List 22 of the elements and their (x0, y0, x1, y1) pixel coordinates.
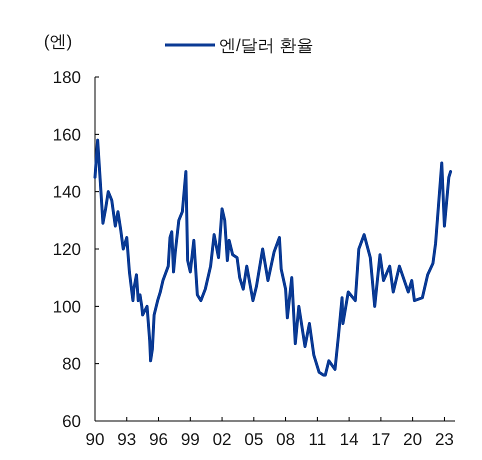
legend: 엔/달러 환율 (165, 36, 314, 55)
y-tick-label: 140 (52, 182, 81, 202)
legend-label: 엔/달러 환율 (219, 36, 314, 55)
y-tick-label: 80 (62, 354, 81, 374)
x-tick-label: 99 (180, 430, 200, 449)
x-tick-label: 08 (276, 430, 296, 449)
y-tick-label: 160 (52, 125, 81, 144)
y-tick-label: 60 (62, 412, 81, 431)
x-tick-label: 17 (371, 430, 390, 449)
x-tick-label: 90 (86, 430, 104, 449)
x-tick-label: 05 (244, 430, 264, 449)
x-tick-label: 20 (403, 430, 422, 449)
y-tick-label: 120 (52, 240, 81, 259)
x-tick-label: 02 (212, 430, 232, 449)
x-tick-label: 11 (308, 430, 326, 449)
x-tick-label: 23 (434, 430, 454, 449)
x-tick-label: 14 (340, 430, 359, 449)
x-tick-label: 93 (117, 430, 136, 449)
y-axis-title: (엔) (44, 32, 72, 51)
y-tick-label: 100 (52, 297, 81, 316)
x-tick-label: 96 (149, 430, 168, 449)
y-tick-label: 180 (52, 68, 81, 87)
